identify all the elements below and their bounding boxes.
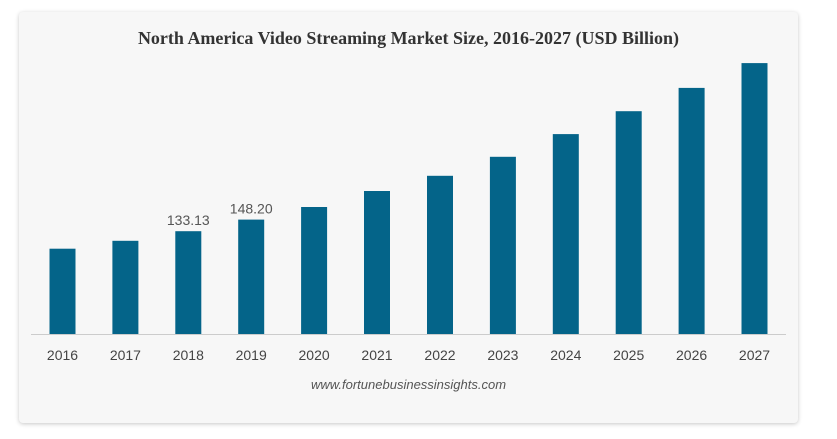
bar-2021 — [364, 191, 390, 334]
bar-2024 — [552, 134, 579, 334]
data-label-2018: 133.13 — [167, 212, 210, 228]
x-tick-label-2026: 2026 — [676, 347, 707, 363]
bar-2019 — [238, 219, 265, 334]
source-credit: www.fortunebusinessinsights.com — [310, 377, 507, 392]
x-tick-label-2016: 2016 — [47, 347, 78, 363]
chart-card: North America Video Streaming Market Siz… — [19, 12, 798, 423]
x-tick-label-2024: 2024 — [550, 347, 581, 363]
x-tick-label-2021: 2021 — [361, 347, 392, 363]
x-tick-label-2027: 2027 — [739, 347, 770, 363]
x-tick-label-2023: 2023 — [487, 347, 518, 363]
bar-2026 — [678, 87, 705, 335]
bar-2022 — [427, 175, 453, 334]
bar-2016 — [49, 248, 76, 334]
x-tick-label-2017: 2017 — [110, 347, 141, 363]
x-tick-label-2022: 2022 — [424, 347, 455, 363]
x-tick-label-2025: 2025 — [613, 347, 644, 363]
chart-title: North America Video Streaming Market Siz… — [137, 28, 680, 48]
bar-2017 — [112, 240, 139, 334]
x-tick-label-2020: 2020 — [299, 347, 330, 363]
bar-2018 — [175, 231, 202, 334]
bar-2025 — [615, 111, 642, 334]
bar-2027 — [741, 63, 768, 334]
data-label-2019: 148.20 — [230, 201, 273, 217]
bar-2020 — [301, 207, 328, 334]
x-tick-label-2019: 2019 — [236, 347, 267, 363]
x-tick-label-2018: 2018 — [173, 347, 204, 363]
bar-chart: 2016 2017 2018 133.13 2019 148.20 2020 2021 2022… — [31, 63, 786, 363]
bar-2023 — [489, 156, 516, 334]
